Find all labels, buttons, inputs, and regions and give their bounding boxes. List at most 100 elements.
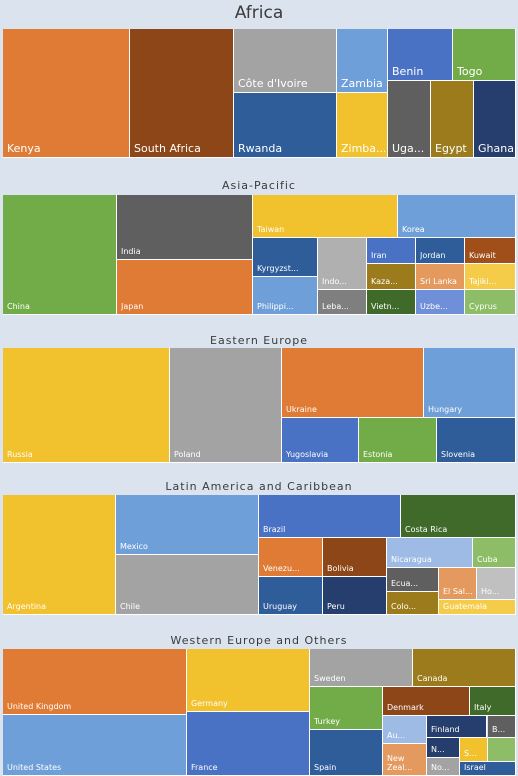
panel-title-western-europe-and-others: Western Europe and Others <box>170 634 348 647</box>
treemap-tile-brazil: Brazil <box>259 495 401 538</box>
tile-label: Ho... <box>481 588 500 597</box>
treemap-tile-mexico: Mexico <box>116 495 259 555</box>
treemap-tile-rwanda: Rwanda <box>234 93 337 158</box>
tile-label: Germany <box>191 700 228 709</box>
treemap-tile-russia: Russia <box>3 348 170 463</box>
tile-label: Finland <box>431 726 460 735</box>
treemap-tile-el-sal: El Sal... <box>439 568 477 600</box>
tile-label: Estonia <box>363 451 393 460</box>
tile-label: Canada <box>417 675 448 684</box>
treemap-tile-no: No... <box>427 758 460 776</box>
treemap-tile-canada: Canada <box>413 649 516 687</box>
treemap-tile-korea: Korea <box>398 195 516 238</box>
tile-label: Sweden <box>314 675 346 684</box>
tile-label: Ecua... <box>391 580 419 589</box>
treemap-tile-indo: Indo... <box>318 238 367 290</box>
treemap-tile-jordan: Jordan <box>416 238 465 264</box>
treemap-tile-yugoslavia: Yugoslavia <box>282 418 359 463</box>
treemap-tile-ghana: Ghana <box>474 81 516 158</box>
tile-label: Zambia <box>341 77 383 90</box>
treemap-tile-egypt: Egypt <box>431 81 474 158</box>
tile-label: Peru <box>327 603 345 612</box>
treemap-tile-costa-rica: Costa Rica <box>401 495 516 538</box>
treemap-tile-estonia: Estonia <box>359 418 437 463</box>
tile-label: Bolivia <box>327 565 354 574</box>
treemap-tile-au: Au... <box>383 716 427 744</box>
treemap-tile-india: India <box>117 195 253 260</box>
treemap-tile-finland: Finland <box>427 716 487 738</box>
treemap-tile-ecua: Ecua... <box>387 568 439 592</box>
tile-label: Yugoslavia <box>286 451 329 460</box>
treemap-tile-hungary: Hungary <box>424 348 516 418</box>
tile-label: India <box>121 248 141 257</box>
tile-label: Kenya <box>7 142 41 155</box>
tile-label: United States <box>7 764 62 773</box>
treemap-tile-france: France <box>187 712 310 776</box>
tile-label: Italy <box>474 704 492 713</box>
tile-label: El Sal... <box>443 588 473 597</box>
treemap-tile-poland: Poland <box>170 348 282 463</box>
tile-label: Korea <box>402 226 425 235</box>
treemap-tile-taiwan: Taiwan <box>253 195 398 238</box>
tile-label: Denmark <box>387 704 424 713</box>
treemap-tile-uruguay: Uruguay <box>259 577 323 615</box>
tile-label: Benin <box>392 65 424 78</box>
treemap-tile-venezu: Venezu... <box>259 538 323 577</box>
tile-label: Kuwait <box>469 252 496 261</box>
treemap-tile-kuwait: Kuwait <box>465 238 516 264</box>
treemap-tile-benin: Benin <box>388 29 453 81</box>
tile-label: Nicaragua <box>391 556 432 565</box>
tile-label: France <box>191 764 218 773</box>
tile-label: Ghana <box>478 142 513 155</box>
tile-label: Taiwan <box>257 226 285 235</box>
treemap-tile-c-te-d-ivoire: Côte d'Ivoire <box>234 29 337 93</box>
treemap-tile-united-states: United States <box>3 715 187 776</box>
treemap-tile-japan: Japan <box>117 260 253 315</box>
tile-label: China <box>7 303 30 312</box>
treemap-tile-kyrgyzst: Kyrgyzst... <box>253 238 318 277</box>
treemap-tile-sri-lanka: Sri Lanka <box>416 264 465 290</box>
treemap-tile-slovenia: Slovenia <box>437 418 516 463</box>
treemap-tile-sweden: Sweden <box>310 649 413 687</box>
tile-label: Cyprus <box>469 303 497 312</box>
treemap-tile-argentina: Argentina <box>3 495 116 615</box>
treemap-tile-vietn: Vietn... <box>367 290 416 315</box>
treemap-tile-denmark: Denmark <box>383 687 470 716</box>
tile-label: Tajiki... <box>469 278 497 287</box>
tile-label: Uga... <box>392 142 425 155</box>
tile-label: Costa Rica <box>405 526 448 535</box>
tile-label: Venezu... <box>263 565 300 574</box>
treemap-tile-new-zeal: New Zeal... <box>383 744 427 776</box>
tile-label: Sri Lanka <box>420 278 457 287</box>
treemap-tile-united-kingdom: United Kingdom <box>3 649 187 715</box>
treemap-tile-ukraine: Ukraine <box>282 348 424 418</box>
treemap-tile-germany: Germany <box>187 649 310 712</box>
treemap-tile-kaza: Kaza... <box>367 264 416 290</box>
treemap-tile-b: B... <box>488 716 516 738</box>
treemap-tile-kenya: Kenya <box>3 29 130 158</box>
tile-label: S... <box>464 750 477 759</box>
tile-label: Leba... <box>322 303 349 312</box>
treemap-tile-peru: Peru <box>323 577 387 615</box>
treemap-tile-tajiki: Tajiki... <box>465 264 516 290</box>
tile-label: Côte d'Ivoire <box>238 77 308 90</box>
tile-label: Chile <box>120 603 141 612</box>
tile-label: Indo... <box>322 278 347 287</box>
tile-label: N... <box>431 746 445 755</box>
panel-title-latin-america-and-caribbean: Latin America and Caribbean <box>165 480 353 493</box>
treemap-tile-bolivia: Bolivia <box>323 538 387 577</box>
treemap-tile-south-africa: South Africa <box>130 29 234 158</box>
tile-label: Au... <box>387 732 406 741</box>
treemap-tile-philippi: Philippi... <box>253 277 318 315</box>
tile-label: Ukraine <box>286 406 317 415</box>
tile-label: Brazil <box>263 526 286 535</box>
tile-label: Philippi... <box>257 303 294 312</box>
tile-label: Rwanda <box>238 142 283 155</box>
treemap-tile-china: China <box>3 195 117 315</box>
treemap-tile-italy: Italy <box>470 687 516 716</box>
tile-label: Jordan <box>420 252 446 261</box>
tile-label: Vietn... <box>371 303 400 312</box>
panel-title-asia-pacific: Asia-Pacific <box>222 179 296 192</box>
tile-label: South Africa <box>134 142 201 155</box>
treemap-tile-cuba: Cuba <box>473 538 516 568</box>
